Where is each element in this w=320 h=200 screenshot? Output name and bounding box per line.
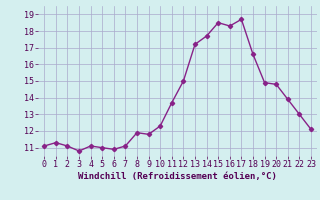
X-axis label: Windchill (Refroidissement éolien,°C): Windchill (Refroidissement éolien,°C)	[78, 172, 277, 181]
